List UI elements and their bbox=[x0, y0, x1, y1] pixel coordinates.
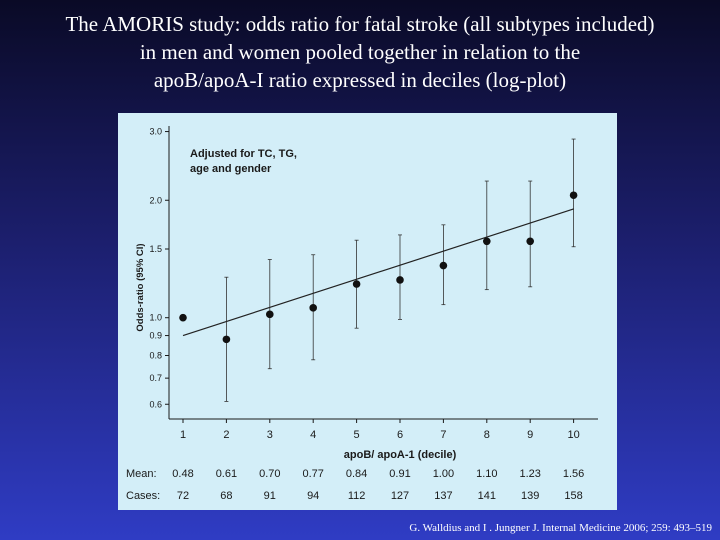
data-point-3 bbox=[266, 310, 274, 319]
data-point-7 bbox=[439, 261, 448, 270]
chart-panel: 0.6 0.7 0.8 0.9 1.0 1.5 2.0 3.0 1 2 3 4 5 6 7 8 9 10 Odds-… bbox=[118, 113, 617, 510]
table-cell-2-6: 127 bbox=[391, 490, 409, 502]
y-axis-label: Odds-ratio (95% CI) bbox=[135, 243, 146, 331]
y-tick-label-5: 1.5 bbox=[149, 244, 162, 254]
table-cell-2-10: 158 bbox=[564, 490, 582, 502]
y-tick-label-2: 0.8 bbox=[149, 351, 162, 361]
table-cell-1-3: 0.70 bbox=[259, 468, 280, 480]
table-cell-1-2: 0.61 bbox=[216, 468, 237, 480]
x-tick-label-3: 4 bbox=[310, 429, 316, 441]
x-tick-label-2: 3 bbox=[267, 429, 273, 441]
trend-line bbox=[182, 208, 574, 337]
x-tick-label-6: 7 bbox=[440, 429, 446, 441]
data-point-4 bbox=[309, 304, 317, 312]
y-tick-label-0: 0.6 bbox=[149, 399, 162, 409]
table-cell-2-3: 91 bbox=[264, 490, 276, 502]
table-cell-2-2: 68 bbox=[220, 490, 232, 502]
table-cell-1-1: 0.48 bbox=[172, 468, 193, 480]
table-cell-1-9: 1.23 bbox=[519, 468, 540, 480]
x-tick-label-1: 2 bbox=[223, 429, 229, 441]
data-point-5 bbox=[352, 280, 361, 288]
table-cell-1-7: 1.00 bbox=[433, 468, 454, 480]
table-cell-2-4: 94 bbox=[307, 490, 319, 502]
slide-title-line-1: The AMORIS study: odds ratio for fatal s… bbox=[65, 12, 655, 36]
x-tick-label-8: 9 bbox=[527, 429, 533, 441]
table-cell-2-1: 72 bbox=[177, 490, 189, 502]
table-row-label-2: Cases: bbox=[126, 490, 160, 502]
slide-title: The AMORIS study: odds ratio for fatal s… bbox=[0, 10, 720, 94]
x-tick-label-4: 5 bbox=[354, 429, 360, 441]
odds-ratio-chart: 0.6 0.7 0.8 0.9 1.0 1.5 2.0 3.0 1 2 3 4 5 6 7 8 9 10 Odds-… bbox=[126, 126, 598, 502]
table-cell-2-8: 141 bbox=[478, 490, 496, 502]
table-cell-1-6: 0.91 bbox=[389, 468, 410, 480]
y-tick-label-7: 3.0 bbox=[149, 127, 162, 137]
x-tick-label-9: 10 bbox=[567, 429, 579, 441]
y-tick-label-6: 2.0 bbox=[149, 195, 162, 205]
table-cell-2-5: 112 bbox=[348, 490, 366, 502]
y-tick-label-4: 1.0 bbox=[149, 313, 162, 323]
data-point-1 bbox=[179, 313, 187, 322]
data-point-2 bbox=[222, 335, 231, 344]
citation: G. Walldius and I . Jungner J. Internal … bbox=[409, 522, 712, 534]
chart-annotation-line-1: Adjusted for TC, TG, bbox=[190, 148, 297, 160]
x-tick-label-0: 1 bbox=[180, 429, 186, 441]
y-tick-label-3: 0.9 bbox=[149, 331, 162, 341]
table-cell-1-4: 0.77 bbox=[302, 468, 323, 480]
table-row-label-1: Mean: bbox=[126, 468, 157, 480]
x-tick-label-5: 6 bbox=[397, 429, 403, 441]
x-axis-label: apoB/ apoA-1 (decile) bbox=[344, 449, 457, 461]
table-cell-2-9: 139 bbox=[521, 490, 539, 502]
y-tick-label-1: 0.7 bbox=[149, 373, 162, 383]
chart-annotation-line-2: age and gender bbox=[190, 163, 272, 175]
data-point-9 bbox=[526, 237, 534, 246]
data-point-10 bbox=[569, 191, 578, 200]
table-cell-2-7: 137 bbox=[434, 490, 452, 502]
x-tick-label-7: 8 bbox=[484, 429, 490, 441]
data-point-6 bbox=[396, 276, 404, 284]
table-cell-1-8: 1.10 bbox=[476, 468, 497, 480]
table-cell-1-10: 1.56 bbox=[563, 468, 584, 480]
slide-title-line-3: apoB/apoA-I ratio expressed in deciles (… bbox=[153, 68, 567, 92]
slide-title-line-2: in men and women pooled together in rela… bbox=[139, 40, 581, 64]
table-cell-1-5: 0.84 bbox=[346, 468, 367, 480]
data-point-8 bbox=[483, 237, 491, 246]
